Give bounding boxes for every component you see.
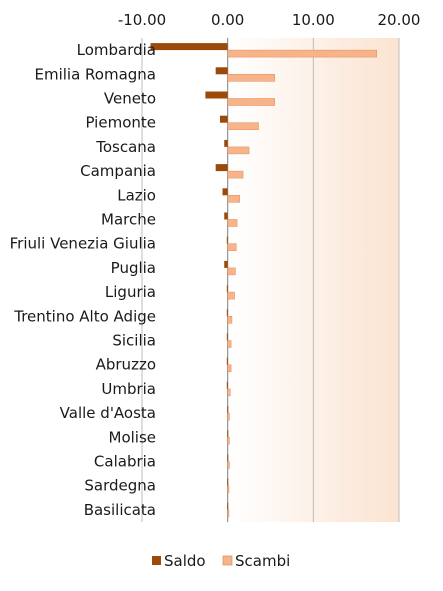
bar-scambi bbox=[227, 98, 276, 106]
category-label: Lazio bbox=[117, 186, 156, 204]
category-label: Trentino Alto Adige bbox=[13, 307, 156, 325]
bar-saldo bbox=[226, 236, 228, 244]
bar-scambi bbox=[227, 291, 235, 300]
bar-scambi bbox=[227, 412, 230, 421]
bar-saldo bbox=[150, 43, 228, 51]
category-label: Puglia bbox=[111, 259, 156, 277]
category-labels: Lombardia Emilia Romagna Veneto Piemonte Tos… bbox=[10, 41, 156, 519]
bar-scambi bbox=[227, 146, 250, 155]
bar-saldo bbox=[224, 139, 228, 147]
bars bbox=[150, 43, 377, 518]
bar-scambi bbox=[227, 364, 232, 372]
x-tick-label: 10.00 bbox=[292, 11, 335, 29]
legend: Saldo Scambi bbox=[152, 552, 290, 570]
bar-saldo bbox=[227, 502, 229, 510]
category-label: Campania bbox=[80, 162, 156, 180]
bar-scambi bbox=[227, 122, 259, 130]
category-label: Umbria bbox=[101, 380, 156, 398]
bar-saldo bbox=[222, 188, 228, 196]
bar-scambi bbox=[227, 437, 230, 445]
x-tick-label: -10.00 bbox=[118, 11, 166, 29]
bar-scambi bbox=[227, 340, 232, 348]
category-label: Sardegna bbox=[84, 477, 156, 495]
bar-saldo bbox=[226, 381, 228, 389]
bar-saldo bbox=[227, 430, 229, 438]
bar-scambi bbox=[227, 74, 276, 82]
bar-saldo bbox=[227, 478, 229, 486]
category-label: Piemonte bbox=[85, 114, 156, 132]
bar-scambi bbox=[227, 219, 238, 227]
bar-scambi bbox=[227, 267, 236, 276]
legend-swatch-scambi bbox=[222, 555, 233, 566]
category-label: Abruzzo bbox=[96, 356, 156, 374]
bar-scambi bbox=[227, 49, 377, 58]
legend-swatch-saldo bbox=[152, 556, 161, 565]
bar-saldo bbox=[226, 309, 228, 317]
category-label: Veneto bbox=[104, 90, 156, 108]
category-label: Sicilia bbox=[112, 332, 156, 350]
bar-saldo bbox=[215, 164, 228, 172]
bar-saldo bbox=[215, 67, 228, 75]
bar-scambi bbox=[227, 388, 231, 397]
bar-saldo bbox=[226, 333, 228, 341]
category-label: Liguria bbox=[105, 283, 156, 301]
category-label: Molise bbox=[109, 428, 157, 446]
category-label: Calabria bbox=[94, 453, 156, 471]
bar-saldo bbox=[224, 260, 228, 268]
category-label: Lombardia bbox=[77, 41, 156, 59]
legend-label-scambi: Scambi bbox=[235, 552, 290, 570]
bar-scambi bbox=[227, 243, 237, 251]
bar-scambi bbox=[227, 195, 240, 203]
category-label: Marche bbox=[101, 211, 156, 229]
bar-scambi bbox=[227, 170, 244, 179]
bar-saldo bbox=[226, 357, 228, 365]
bar-saldo bbox=[227, 406, 229, 414]
x-tick-label: 0.00 bbox=[211, 11, 244, 29]
x-tick-label: 20.00 bbox=[378, 11, 421, 29]
bar-saldo bbox=[219, 115, 228, 123]
legend-label-saldo: Saldo bbox=[164, 552, 206, 570]
x-axis-ticks: -10.00 0.00 10.00 20.00 bbox=[118, 11, 421, 29]
bar-saldo bbox=[205, 91, 228, 99]
category-label: Emilia Romagna bbox=[34, 65, 156, 83]
bar-scambi bbox=[227, 316, 233, 324]
bar-saldo bbox=[227, 454, 229, 462]
category-label: Friuli Venezia Giulia bbox=[10, 235, 156, 253]
bar-saldo bbox=[224, 212, 228, 220]
bar-saldo bbox=[226, 285, 228, 293]
category-label: Valle d'Aosta bbox=[60, 404, 156, 422]
bar-scambi bbox=[227, 461, 230, 469]
bar-scambi bbox=[227, 509, 230, 518]
category-label: Toscana bbox=[95, 138, 156, 156]
category-label: Basilicata bbox=[84, 501, 156, 519]
bar-scambi bbox=[227, 485, 230, 493]
